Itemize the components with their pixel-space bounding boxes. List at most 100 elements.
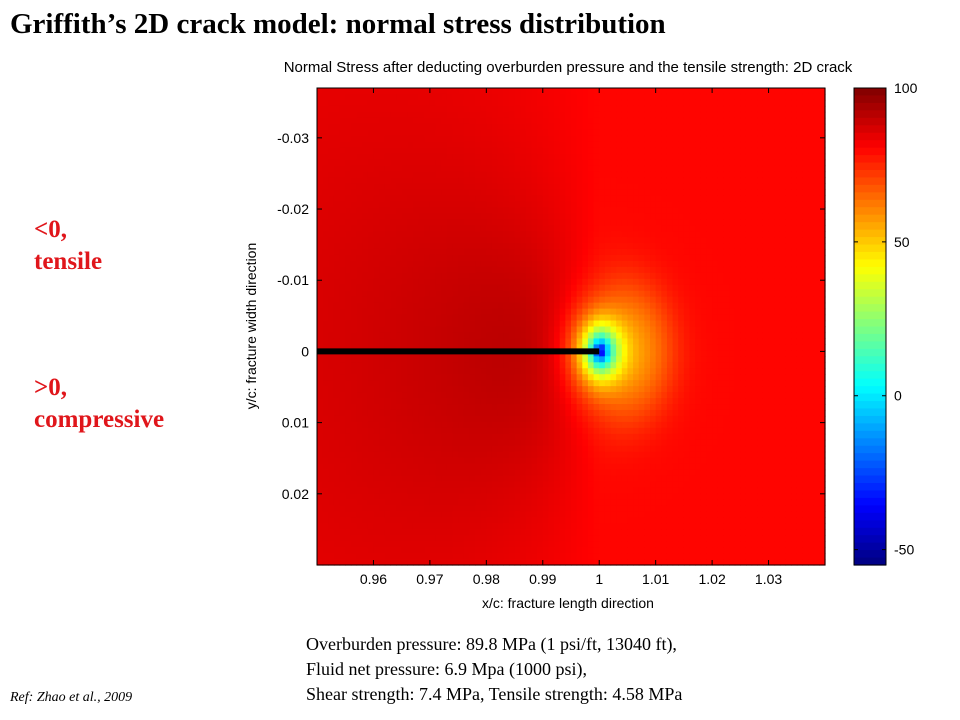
heatmap-cell — [458, 427, 465, 435]
heatmap-cell — [503, 511, 510, 518]
heatmap-cell — [650, 493, 657, 501]
heatmap-cell — [317, 398, 324, 405]
heatmap-cell — [333, 421, 341, 429]
heatmap-cell — [525, 493, 533, 501]
heatmap-cell — [593, 409, 600, 417]
heatmap-cell — [458, 302, 465, 310]
heatmap-cell — [633, 201, 640, 208]
heatmap-cell — [554, 487, 561, 495]
heatmap-cell — [627, 392, 634, 399]
heatmap-cell — [480, 171, 487, 179]
heatmap-cell — [362, 481, 369, 489]
heatmap-cell — [446, 386, 454, 393]
heatmap-cell — [407, 344, 414, 351]
heatmap-cell — [537, 338, 544, 345]
heatmap-cell — [379, 469, 386, 477]
heatmap-cell — [435, 380, 442, 387]
heatmap-cell — [610, 469, 617, 477]
heatmap-cell — [486, 457, 493, 465]
heatmap-cell — [480, 243, 487, 250]
heatmap-cell — [396, 231, 403, 238]
heatmap-cell — [441, 380, 448, 387]
heatmap-cell — [345, 302, 352, 310]
heatmap-cell — [593, 278, 600, 286]
heatmap-cell — [345, 135, 352, 143]
heatmap-cell — [446, 517, 454, 524]
heatmap-cell — [610, 260, 617, 268]
heatmap-cell — [458, 135, 465, 143]
heatmap-cell — [559, 248, 566, 256]
heatmap-cell — [373, 213, 380, 220]
heatmap-cell — [480, 541, 487, 548]
heatmap-cell — [531, 427, 538, 435]
heatmap-cell — [571, 380, 578, 387]
heatmap-cell — [576, 475, 583, 483]
heatmap-cell — [362, 559, 369, 566]
heatmap-cell — [582, 201, 589, 208]
heatmap-cell — [525, 308, 533, 316]
heatmap-cell — [661, 147, 668, 155]
heatmap-cell — [317, 499, 324, 506]
heatmap-cell — [548, 368, 555, 375]
heatmap-cell — [604, 231, 612, 238]
heatmap-cell — [531, 457, 538, 465]
heatmap-cell — [446, 421, 454, 429]
heatmap-cell — [390, 195, 397, 202]
heatmap-cell — [390, 272, 397, 280]
heatmap-cell — [610, 523, 617, 530]
heatmap-cell — [491, 511, 499, 518]
heatmap-cell — [384, 517, 391, 524]
heatmap-cell — [633, 260, 640, 268]
heatmap-cell — [542, 314, 550, 322]
heatmap-cell — [458, 326, 465, 334]
heatmap-cell — [542, 183, 550, 190]
heatmap-cell — [396, 386, 403, 393]
heatmap-cell — [661, 296, 668, 304]
heatmap-cell — [537, 481, 544, 489]
heatmap-cell — [463, 469, 470, 477]
heatmap-cell — [525, 421, 533, 429]
heatmap-cell — [638, 237, 645, 244]
heatmap-cell — [576, 409, 583, 417]
heatmap-cell — [469, 374, 476, 381]
heatmap-cell — [633, 529, 640, 536]
heatmap-cell — [350, 243, 358, 250]
heatmap-cell — [446, 272, 454, 280]
heatmap-cell — [520, 547, 527, 554]
heatmap-cell — [452, 493, 459, 501]
heatmap-cell — [531, 147, 538, 155]
heatmap-cell — [520, 380, 527, 387]
heatmap-cell — [356, 463, 363, 471]
heatmap-cell — [610, 272, 617, 280]
heatmap-cell — [435, 523, 442, 530]
heatmap-cell — [604, 225, 612, 232]
heatmap-cell — [452, 296, 459, 304]
heatmap-cell — [514, 368, 521, 375]
heatmap-cell — [339, 296, 346, 304]
heatmap-cell — [491, 225, 499, 232]
heatmap-cell — [396, 409, 403, 417]
heatmap-cell — [356, 237, 363, 244]
heatmap-cell — [661, 129, 668, 137]
heatmap-cell — [446, 201, 454, 208]
heatmap-cell — [463, 111, 470, 119]
heatmap-cell — [328, 105, 335, 113]
heatmap-cell — [317, 284, 324, 292]
heatmap-cell — [491, 171, 499, 179]
heatmap-cell — [486, 374, 493, 381]
heatmap-cell — [373, 225, 380, 232]
heatmap-cell — [638, 165, 645, 173]
heatmap-cell — [333, 409, 341, 417]
heatmap-cell — [576, 392, 583, 399]
heatmap-cell — [633, 374, 640, 381]
heatmap-cell — [435, 153, 442, 161]
heatmap-cell — [599, 243, 606, 250]
heatmap-cell — [322, 237, 329, 244]
heatmap-cell — [508, 398, 516, 405]
heatmap-cell — [508, 219, 516, 226]
heatmap-cell — [644, 368, 651, 375]
heatmap-cell — [350, 153, 358, 161]
heatmap-cell — [480, 314, 487, 322]
heatmap-cell — [655, 207, 662, 214]
heatmap-cell — [520, 529, 527, 536]
